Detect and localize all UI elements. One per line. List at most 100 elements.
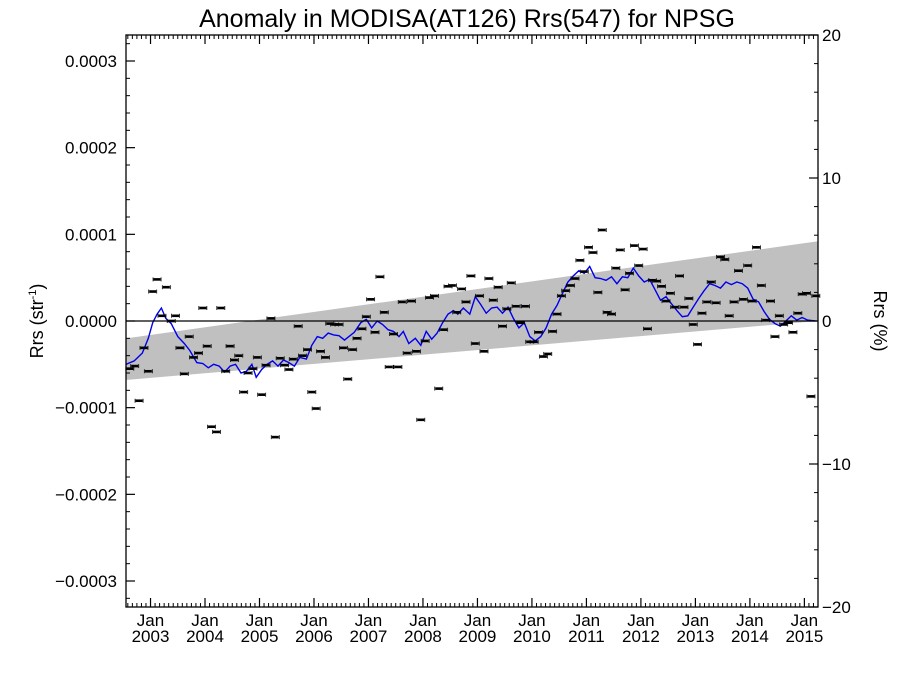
data-point: [243, 371, 253, 375]
data-point: [239, 390, 249, 395]
data-point: [252, 355, 262, 360]
data-point: [556, 293, 566, 298]
data-points: [125, 228, 821, 440]
data-point: [298, 353, 307, 358]
data-point: [629, 243, 639, 248]
data-point: [316, 349, 325, 354]
data-point: [675, 273, 684, 278]
left-y-axis-title: Rrs (str-1): [27, 284, 47, 359]
data-point: [548, 329, 558, 334]
x-tick-year-label: 2015: [785, 627, 823, 646]
x-tick-year-label: 2011: [568, 627, 605, 646]
data-point: [470, 341, 480, 346]
data-point: [607, 312, 616, 317]
data-point: [806, 394, 816, 399]
right-y-tick-label: 10: [822, 169, 841, 188]
x-tick-year-label: 2009: [459, 627, 497, 646]
left-y-tick-label: −0.0002: [55, 485, 117, 504]
data-point: [738, 297, 748, 302]
data-point: [334, 322, 344, 327]
data-point: [171, 313, 180, 318]
data-point: [461, 299, 471, 304]
data-point: [661, 299, 671, 304]
left-y-tick-label: −0.0003: [55, 572, 117, 591]
data-point: [148, 289, 158, 294]
left-y-axis-title-superscript: -1: [27, 290, 39, 300]
data-point: [466, 273, 476, 278]
data-point: [511, 304, 521, 309]
data-point: [212, 429, 221, 434]
data-point: [270, 435, 280, 440]
x-tick-month-label: Jan: [300, 611, 327, 630]
data-point: [248, 366, 258, 371]
left-y-tick-label: 0.0000: [65, 312, 117, 331]
data-point: [303, 347, 312, 352]
data-point: [802, 291, 811, 296]
x-tick-month-label: Jan: [682, 611, 709, 630]
data-point: [706, 280, 716, 284]
data-point: [352, 336, 362, 341]
left-y-axis-title-end: ): [27, 284, 47, 290]
x-tick-month-label: Jan: [246, 611, 273, 630]
data-point: [275, 356, 285, 361]
trend-band-layer: [126, 241, 818, 380]
left-y-tick-label: 0.0002: [65, 139, 117, 158]
data-point: [638, 247, 648, 252]
data-point: [384, 364, 394, 369]
data-point: [420, 338, 430, 343]
data-point: [139, 345, 149, 350]
data-point: [643, 326, 652, 331]
data-point: [529, 339, 539, 344]
data-point: [634, 263, 644, 268]
left-y-axis-title-main: Rrs (str: [27, 299, 47, 358]
data-point: [729, 299, 739, 304]
x-tick-year-label: 2013: [676, 627, 714, 646]
data-point: [130, 364, 140, 369]
running-mean-line: [125, 265, 816, 379]
data-point: [784, 320, 793, 325]
data-point: [152, 277, 162, 282]
data-point: [615, 247, 625, 252]
data-point: [579, 269, 589, 274]
data-point: [566, 283, 576, 288]
left-y-axis: 0.0003 0.0002 0.0001 0.0000 −0.0001 −0.0002 −0…: [55, 43, 135, 599]
data-point: [793, 311, 803, 316]
data-point: [407, 299, 416, 304]
right-y-tick-label: −20: [822, 598, 851, 617]
data-point: [307, 390, 317, 395]
data-point: [493, 285, 503, 290]
data-point: [811, 293, 821, 298]
data-point: [734, 268, 743, 273]
x-tick-year-label: 2003: [132, 627, 170, 646]
x-tick-year-label: 2010: [513, 627, 551, 646]
data-point: [189, 355, 198, 360]
data-point: [416, 417, 426, 422]
data-point: [452, 310, 462, 315]
data-point: [520, 304, 530, 309]
x-tick-year-label: 2014: [731, 627, 769, 646]
data-point: [311, 406, 321, 411]
x-tick-month-label: Jan: [464, 611, 491, 630]
data-point: [207, 424, 216, 429]
data-point: [225, 344, 235, 349]
data-point: [412, 349, 421, 354]
x-tick-month-label: Jan: [736, 611, 763, 630]
data-point: [488, 298, 498, 303]
data-point: [747, 299, 757, 304]
data-point: [179, 371, 189, 376]
data-point: [230, 358, 239, 362]
data-point: [552, 312, 562, 317]
x-tick-year-label: 2005: [241, 627, 279, 646]
data-point: [657, 284, 667, 289]
data-point: [257, 392, 267, 397]
data-point: [379, 310, 389, 315]
running-mean-layer: [125, 265, 816, 379]
trend-band: [126, 241, 818, 380]
right-y-axis: 20 10 0 −10 −20: [809, 26, 851, 617]
data-point: [375, 274, 385, 279]
data-point: [397, 299, 407, 304]
data-point: [293, 324, 303, 329]
data-point: [361, 314, 371, 319]
data-point: [711, 300, 721, 305]
